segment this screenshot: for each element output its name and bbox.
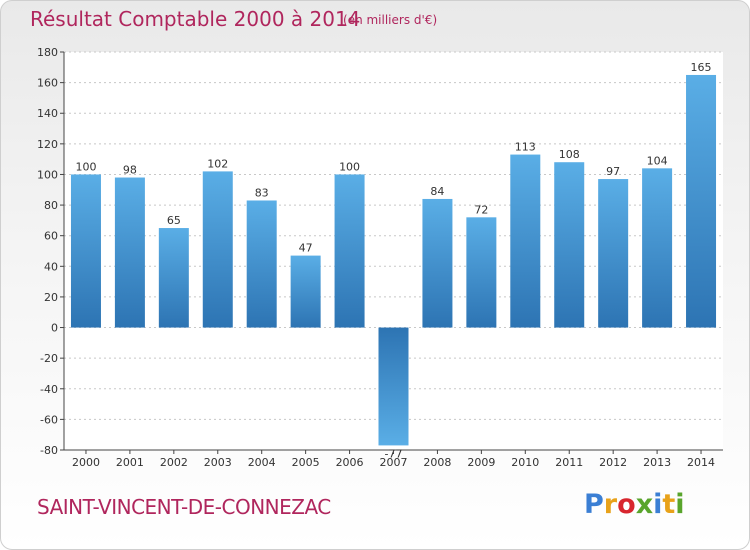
x-tick-label: 2014 [687,456,715,469]
x-tick-label: 2001 [116,456,144,469]
bar [598,179,629,328]
x-tick-label: 2002 [160,456,188,469]
bar [554,162,585,328]
bar [686,74,717,328]
bar [378,327,409,446]
x-tick-label: 2006 [336,456,364,469]
data-label: 113 [515,141,536,154]
data-label: 47 [299,242,313,255]
y-tick-label: 80 [44,199,58,212]
x-tick-label: 2011 [555,456,583,469]
y-tick-label: -60 [40,413,58,426]
data-label: 108 [559,148,580,161]
data-label: 100 [75,160,96,173]
x-tick-label: 2008 [423,456,451,469]
chart-title: Résultat Comptable 2000 à 2014 [30,7,361,31]
data-label: 83 [255,186,269,199]
proxiti-logo[interactable]: Proxiti [584,489,685,520]
y-tick-label: 100 [37,168,58,181]
logo-letter: i [675,489,685,520]
logo-letter: x [635,489,654,520]
y-tick-label: -80 [40,444,58,457]
x-tick-label: 2009 [467,456,495,469]
data-label: 165 [691,61,712,74]
y-tick-label: 0 [51,322,58,335]
bar [114,177,145,328]
bar [290,255,321,328]
bar [158,228,189,328]
y-tick-label: 60 [44,230,58,243]
data-label: 65 [167,214,181,227]
logo-letter: t [662,489,676,520]
data-label: 98 [123,164,137,177]
y-tick-label: 140 [37,107,58,120]
y-tick-label: -20 [40,352,58,365]
logo-letter: i [653,489,663,520]
data-label: 104 [647,154,668,167]
bar [422,198,453,328]
bar [642,168,673,328]
bar [246,200,277,328]
x-tick-label: 2007 [380,456,408,469]
bar [466,217,497,328]
bar [334,174,365,328]
commune-name: SAINT-VINCENT-DE-CONNEZAC [37,495,331,519]
x-tick-label: 2013 [643,456,671,469]
logo-letter: o [617,489,636,520]
y-tick-label: 20 [44,291,58,304]
x-tick-label: 2005 [292,456,320,469]
x-tick-label: 2010 [511,456,539,469]
y-tick-label: 120 [37,138,58,151]
x-tick-label: 2004 [248,456,276,469]
y-tick-label: 160 [37,77,58,90]
data-label: 72 [474,203,488,216]
bar [202,171,233,328]
data-label: 84 [430,185,444,198]
x-tick-label: 2012 [599,456,627,469]
chart-subtitle: (en milliers d'€) [343,13,438,27]
data-label: 100 [339,160,360,173]
logo-letter: P [584,489,604,520]
x-tick-label: 2000 [72,456,100,469]
bar [510,154,541,328]
y-tick-label: 180 [37,46,58,59]
data-label: 102 [207,157,228,170]
logo-letter: r [603,489,618,520]
data-label: 97 [606,165,620,178]
x-tick-label: 2003 [204,456,232,469]
y-tick-label: -40 [40,383,58,396]
bar [70,174,101,328]
y-tick-label: 40 [44,260,58,273]
